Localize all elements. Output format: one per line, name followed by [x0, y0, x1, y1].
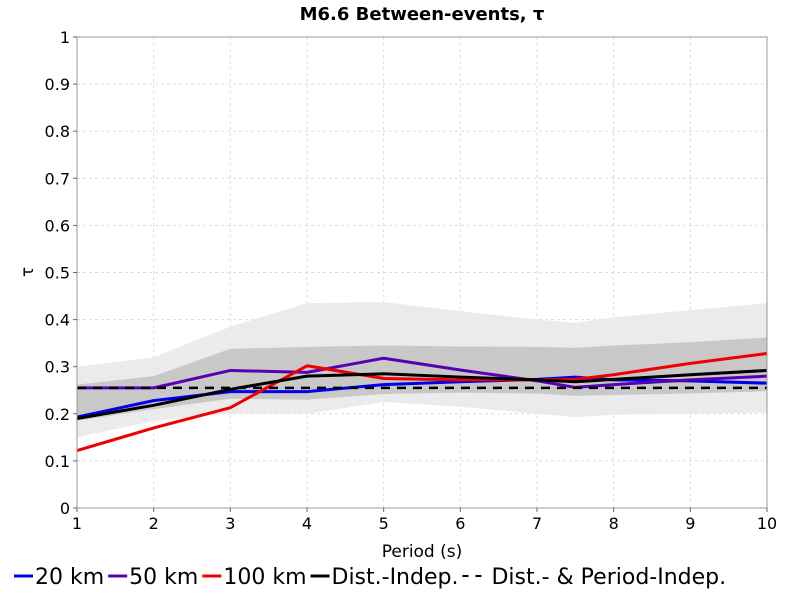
x-tick-label: 2 — [149, 514, 159, 533]
y-tick-label: 0.7 — [45, 169, 70, 188]
legend-label-2: 100 km — [223, 565, 306, 590]
series-line-1 — [77, 356, 768, 390]
legend-label-3: Dist.-Indep. — [332, 565, 459, 590]
series-lines — [76, 352, 768, 452]
x-tick-label: 10 — [757, 514, 777, 533]
x-tick-label: 1 — [72, 514, 82, 533]
y-axis-label: τ — [18, 267, 38, 277]
chart-title: M6.6 Between-events, τ — [300, 4, 545, 25]
x-tick-label: 8 — [609, 514, 619, 533]
y-tick-label: 0.4 — [45, 311, 70, 330]
y-axis-ticks: 0 0.1 0.2 0.3 0.4 0.5 0.6 0.7 0.8 0.9 1 — [45, 28, 77, 518]
y-tick-label: 0.1 — [45, 452, 70, 471]
x-axis-label: Period (s) — [382, 542, 463, 562]
legend-label-1: 50 km — [129, 565, 198, 590]
x-tick-label: 5 — [379, 514, 389, 533]
legend-label-4: Dist.- & Period-Indep. — [491, 565, 726, 590]
x-axis-ticks: 1 2 3 4 5 6 7 8 9 10 — [72, 508, 777, 533]
legend-label-0: 20 km — [35, 565, 104, 590]
series-line-3 — [76, 368, 768, 420]
x-tick-label: 3 — [225, 514, 235, 533]
y-tick-label: 0.8 — [45, 122, 70, 141]
x-tick-label: 6 — [455, 514, 465, 533]
y-tick-label: 0.9 — [45, 75, 70, 94]
x-tick-label: 7 — [532, 514, 542, 533]
y-tick-label: 0.6 — [45, 216, 70, 235]
y-tick-label: 1 — [60, 28, 70, 47]
y-tick-label: 0.3 — [45, 358, 70, 377]
y-tick-label: 0 — [60, 499, 70, 518]
series-line-2 — [76, 352, 768, 452]
y-tick-label: 0.2 — [45, 405, 70, 424]
x-tick-label: 9 — [685, 514, 695, 533]
y-tick-label: 0.5 — [45, 264, 70, 283]
x-tick-label: 4 — [302, 514, 312, 533]
legend: 20 km 50 km 100 km Dist.-Indep. Dist.- & Per… — [14, 565, 726, 590]
